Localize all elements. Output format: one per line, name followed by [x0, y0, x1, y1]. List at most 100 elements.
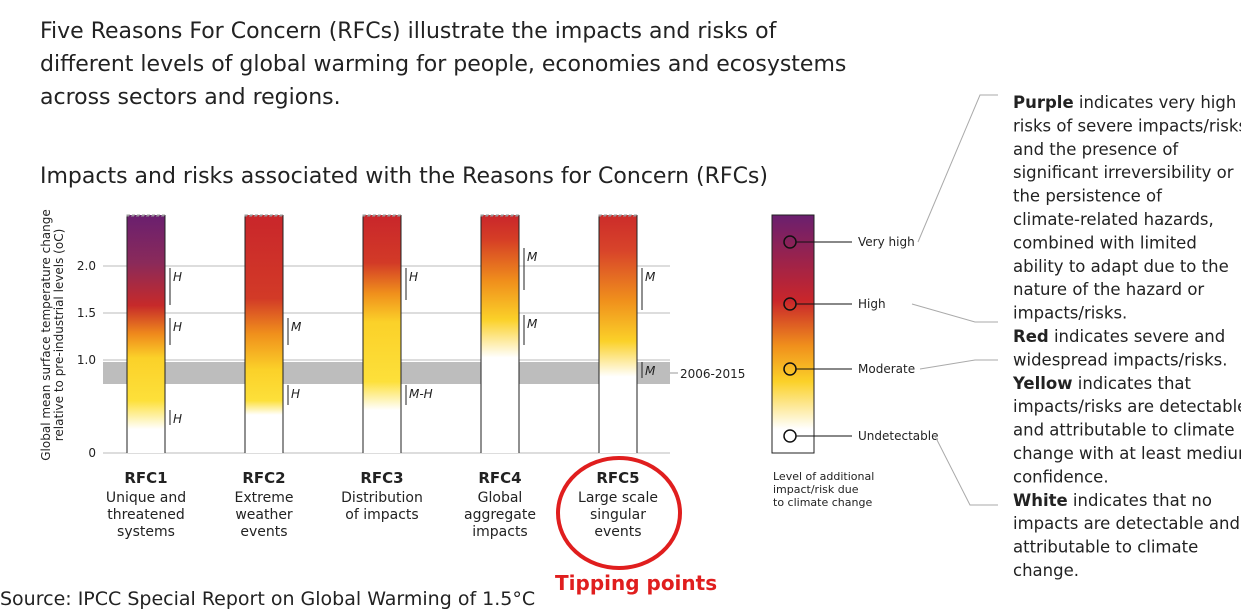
explanation-line: widespread impacts/risks. [1013, 350, 1227, 369]
explanation-line: climate-related hazards, [1013, 210, 1214, 229]
bar-top [244, 214, 284, 217]
connector [911, 303, 998, 323]
explanation-text: indicates severe and [1049, 327, 1226, 346]
bar-top [598, 214, 638, 217]
confidence-label: M [645, 364, 656, 378]
explanation-text: significant irreversibility or [1013, 163, 1234, 182]
explanation-line: Yellow indicates that [1012, 374, 1192, 393]
annotation: Tipping points [555, 571, 717, 595]
explanation-line: attributable to climate [1013, 538, 1198, 557]
highlight-circle [556, 456, 682, 570]
rfc-name: singular [590, 507, 646, 523]
intro-line: Five Reasons For Concern (RFCs) illustra… [40, 19, 778, 44]
legend-caption: Level of additional [773, 470, 874, 483]
explanation-text: impacts/risks. [1013, 304, 1127, 323]
explanation-line: White indicates that no [1013, 491, 1212, 510]
explanation-text: change. [1013, 561, 1079, 580]
explanation-line: impacts/risks are detectable [1013, 397, 1241, 416]
rfc-name: aggregate [464, 507, 536, 523]
rfc-bar [363, 215, 401, 453]
explanation-line: Red indicates severe and [1013, 327, 1225, 346]
y-tick-label: 0 [88, 446, 96, 460]
confidence-label: H [173, 270, 182, 284]
axis-label: Global mean surface temperature change [39, 209, 53, 461]
confidence-label: M [645, 270, 656, 284]
confidence-label: H [173, 320, 182, 334]
explanation-text: attributable to climate [1013, 538, 1198, 557]
explanation-line: combined with limited [1013, 233, 1197, 252]
explanation-text: risks of severe impacts/risks [1013, 116, 1241, 135]
rfc-name: Global [478, 490, 523, 506]
explanation-line: ability to adapt due to the [1013, 257, 1229, 276]
explanation-line: significant irreversibility or [1013, 163, 1234, 182]
rfc-name: events [240, 524, 287, 540]
y-tick-label: 1.0 [77, 353, 96, 367]
explanation-text: and attributable to climate [1013, 421, 1235, 440]
confidence-label: M-H [409, 387, 433, 401]
legend-bar [771, 214, 815, 454]
explanation-text: indicates very high [1074, 93, 1237, 112]
rfc-name: impacts [472, 524, 527, 540]
explanation-line: impacts are detectable and [1013, 514, 1240, 533]
rfc-bar [481, 215, 519, 453]
heading: Impacts and risks associated with the Re… [40, 164, 768, 189]
explanation-line: confidence. [1013, 467, 1109, 486]
axis-label: relative to pre-industrial levels (oC) [52, 229, 66, 442]
rfc-name: Unique and [106, 490, 186, 506]
connector [917, 94, 998, 243]
explanation-text: indicates that no [1068, 491, 1212, 510]
intro-line: different levels of global warming for p… [40, 52, 846, 77]
explanation-line: Purple indicates very high [1013, 93, 1236, 112]
legend-label: Moderate [858, 362, 915, 376]
legend-label: High [858, 297, 886, 311]
explanation-keyword: Purple [1013, 93, 1074, 112]
rfc-name: Large scale [578, 490, 658, 506]
rfc-name: events [594, 524, 641, 540]
rfc-id: RFC1 [124, 469, 167, 487]
explanation-line: impacts/risks. [1013, 304, 1127, 323]
connector [919, 359, 998, 370]
rfc-id: RFC4 [478, 469, 521, 487]
rfc-bar [127, 215, 165, 453]
explanation-text: the persistence of [1013, 187, 1163, 206]
confidence-label: M [527, 317, 538, 331]
explanation-text: climate-related hazards, [1013, 210, 1214, 229]
legend-caption: impact/risk due [773, 483, 859, 496]
rfc-name: weather [235, 507, 293, 523]
bar-top [480, 214, 520, 217]
connector [934, 435, 998, 506]
explanation-keyword: Red [1013, 327, 1049, 346]
intro-line: across sectors and regions. [40, 85, 341, 110]
rfc-bar [599, 215, 637, 453]
legend-label: Very high [858, 235, 915, 249]
y-tick-label: 2.0 [77, 259, 96, 273]
explanation-text: and the presence of [1013, 140, 1179, 159]
confidence-label: M [291, 320, 302, 334]
rfc-name: systems [117, 524, 175, 540]
rfc-id: RFC3 [360, 469, 403, 487]
explanation-line: and attributable to climate [1013, 421, 1235, 440]
legend-caption: to climate change [773, 496, 872, 509]
explanation-line: change. [1013, 561, 1079, 580]
explanation-keyword: Yellow [1012, 374, 1073, 393]
explanation-text: impacts/risks are detectable [1013, 397, 1241, 416]
explanation-text: impacts are detectable and [1013, 514, 1240, 533]
confidence-label: H [291, 387, 300, 401]
legend-label: Undetectable [858, 429, 938, 443]
explanation-line: and the presence of [1013, 140, 1179, 159]
confidence-label: H [409, 270, 418, 284]
bar-top [126, 214, 166, 217]
explanation-text: ability to adapt due to the [1013, 257, 1229, 276]
rfc-id: RFC5 [596, 469, 639, 487]
band-label: 2006-2015 [680, 367, 745, 381]
explanation-text: nature of the hazard or [1013, 280, 1204, 299]
confidence-label: H [173, 412, 182, 426]
source: Source: IPCC Special Report on Global Wa… [0, 588, 535, 610]
explanation-text: indicates that [1073, 374, 1192, 393]
explanation-line: nature of the hazard or [1013, 280, 1204, 299]
explanation-text: combined with limited [1013, 233, 1197, 252]
confidence-label: M [527, 250, 538, 264]
explanation-keyword: White [1013, 491, 1068, 510]
explanation-line: the persistence of [1013, 187, 1163, 206]
